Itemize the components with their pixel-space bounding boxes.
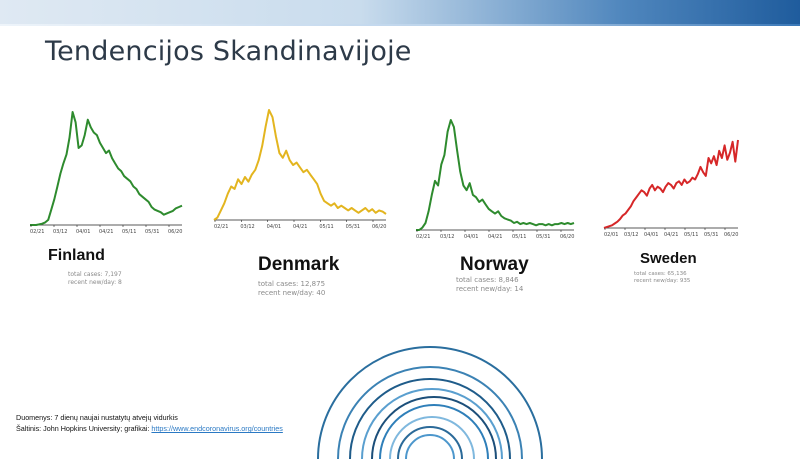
chart-sweden: 02/01 03/12 04/01 04/21 05/11 05/31 06/20: [603, 138, 739, 238]
recent-new-per-day-sweden: recent new/day: 935: [634, 278, 691, 285]
finland-x-tick-label: 04/01: [76, 229, 90, 235]
norway-x-tick-label: 03/12: [440, 234, 454, 240]
finland-x-tick-label: 04/21: [99, 229, 113, 235]
norway-x-tick-label: 04/21: [488, 234, 502, 240]
arc-6: [379, 404, 489, 459]
sweden-x-tick-label: 05/31: [704, 232, 718, 238]
finland-series-line: [30, 111, 183, 226]
sweden-x-tick-label: 05/11: [684, 232, 698, 238]
recent-new-per-day-finland: recent new/day: 8: [68, 279, 122, 287]
recent-new-per-day-denmark: recent new/day: 40: [258, 289, 326, 298]
norway-x-tick-label: 06/20: [560, 234, 574, 240]
finland-x-tick-label: 06/20: [168, 229, 182, 235]
finland-x-tick-label: 05/31: [145, 229, 159, 235]
norway-x-tick-label: 05/11: [512, 234, 526, 240]
footer-source-link[interactable]: https://www.endcoronavirus.org/countries: [151, 424, 283, 433]
arc-8: [397, 426, 463, 459]
denmark-x-tick-label: 04/21: [293, 224, 307, 230]
denmark-x-tick-label: 05/31: [346, 224, 360, 230]
sweden-x-tick-label: 04/01: [644, 232, 658, 238]
top-banner: [0, 0, 800, 26]
footer-data-note: Duomenys: 7 dienų naujai nustatytų atvej…: [16, 413, 178, 422]
footer-source-text: Šaltinis: John Hopkins University; grafi…: [16, 424, 152, 433]
country-name-finland: Finland: [48, 247, 105, 264]
sweden-x-tick-label: 03/12: [624, 232, 638, 238]
arc-2: [337, 366, 523, 459]
arc-9: [405, 434, 455, 459]
country-name-denmark: Denmark: [258, 254, 340, 275]
finland-x-tick-label: 02/21: [30, 229, 44, 235]
finland-x-tick-label: 03/12: [53, 229, 67, 235]
denmark-x-tick-label: 03/12: [240, 224, 254, 230]
country-name-norway: Norway: [460, 254, 529, 275]
chart-finland: 02/21 03/12 04/01 04/21 05/11 05/31 06/20: [30, 110, 182, 235]
total-cases-sweden: total cases: 65,136: [634, 271, 687, 277]
country-name-sweden: Sweden: [640, 250, 697, 267]
total-cases-denmark: total cases: 12,875: [258, 280, 326, 288]
recent-new-per-day-norway: recent new/day: 14: [456, 285, 524, 294]
total-cases-finland: total cases: 7,197: [68, 271, 122, 278]
arc-4: [361, 388, 503, 459]
denmark-x-tick-label: 05/11: [319, 224, 333, 230]
chart-finland-svg: 02/21 03/12 04/01 04/21 05/11 05/31 06/20: [30, 111, 183, 235]
denmark-x-tick-label: 04/01: [267, 224, 281, 230]
chart-sweden-svg: 02/01 03/12 04/01 04/21 05/11 05/31 06/20: [603, 139, 739, 238]
arc-1: [317, 346, 543, 459]
sweden-x-tick-label: 02/01: [604, 232, 618, 238]
chart-norway: 02/21 03/12 04/01 04/21 05/11 05/31 06/20: [416, 118, 574, 240]
norway-x-tick-label: 02/21: [416, 234, 430, 240]
arc-5: [371, 396, 497, 459]
sweden-series-line: [603, 139, 739, 229]
chart-denmark-svg: 02/21 03/12 04/01 04/21 05/11 05/31 06/20: [213, 109, 387, 230]
norway-x-tick-label: 05/31: [536, 234, 550, 240]
denmark-series-line: [213, 109, 387, 221]
sweden-x-tick-label: 04/21: [664, 232, 678, 238]
norway-series-line: [416, 119, 575, 231]
norway-x-tick-label: 04/01: [464, 234, 478, 240]
chart-norway-svg: 02/21 03/12 04/01 04/21 05/11 05/31 06/20: [416, 119, 575, 240]
arc-3: [349, 378, 511, 459]
footer-source: Šaltinis: John Hopkins University; grafi…: [16, 424, 283, 433]
sweden-x-tick-label: 06/20: [724, 232, 738, 238]
finland-x-tick-label: 05/11: [122, 229, 136, 235]
denmark-x-tick-label: 02/21: [214, 224, 228, 230]
chart-denmark: 02/21 03/12 04/01 04/21 05/11 05/31 06/20: [213, 108, 387, 230]
denmark-x-tick-label: 06/20: [372, 224, 386, 230]
arc-7: [389, 416, 475, 459]
page-title: Tendencijos Skandinavijoje: [45, 36, 412, 67]
total-cases-norway: total cases: 8,846: [456, 276, 519, 284]
